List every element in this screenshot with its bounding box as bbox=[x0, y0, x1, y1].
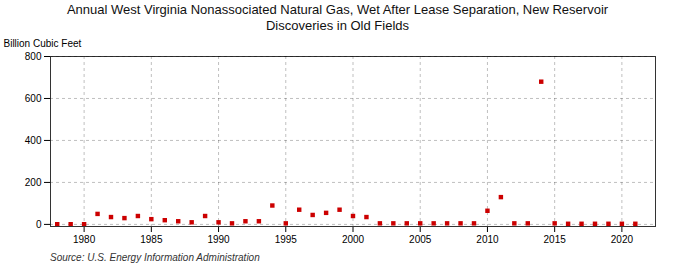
svg-text:400: 400 bbox=[25, 135, 42, 146]
svg-text:2015: 2015 bbox=[544, 234, 567, 245]
svg-text:1985: 1985 bbox=[140, 234, 163, 245]
svg-text:1995: 1995 bbox=[275, 234, 298, 245]
svg-text:800: 800 bbox=[25, 51, 42, 62]
svg-text:2005: 2005 bbox=[409, 234, 432, 245]
svg-text:2020: 2020 bbox=[611, 234, 634, 245]
html-text:Annual West Virginia Nonassoci: Annual West Virginia Nonassociated Natur… bbox=[66, 2, 609, 33]
svg-text:1990: 1990 bbox=[207, 234, 230, 245]
svg-text:0: 0 bbox=[36, 219, 42, 230]
html-text:Source: U.S. Energy Informatio: Source: U.S. Energy Information Administ… bbox=[50, 252, 260, 263]
svg-text:2000: 2000 bbox=[342, 234, 365, 245]
svg-text:200: 200 bbox=[25, 177, 42, 188]
svg-text:1980: 1980 bbox=[73, 234, 96, 245]
svg-text:2010: 2010 bbox=[476, 234, 499, 245]
svg-text:Billion Cubic Feet: Billion Cubic Feet bbox=[4, 38, 82, 49]
svg-text:600: 600 bbox=[25, 93, 42, 104]
